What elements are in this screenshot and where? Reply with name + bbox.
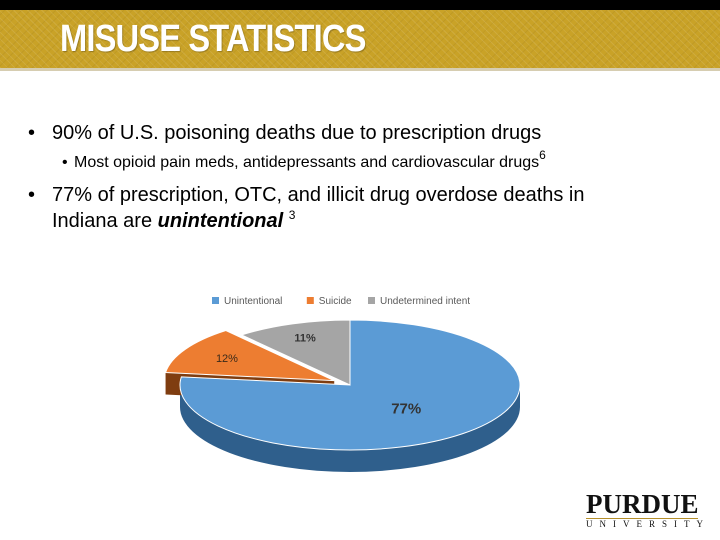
- bullet-list: • 90% of U.S. poisoning deaths due to pr…: [28, 120, 708, 234]
- logo-wordmark: PURDUE: [586, 489, 699, 519]
- top-border: [0, 0, 720, 10]
- slice-side-unintentional: [180, 385, 520, 472]
- bullet-dot: •: [62, 154, 68, 171]
- pie-slice-undetermined-intent: [240, 319, 351, 386]
- pie-labels: 77% 12% 11%: [216, 332, 421, 417]
- pie-slices: [164, 319, 521, 472]
- bullet-text: 90% of U.S. poisoning deaths due to pres…: [52, 122, 542, 144]
- legend-label-undetermined-intent: Undetermined intent: [380, 296, 470, 307]
- pie-slice-unintentional: [179, 319, 521, 451]
- logo-rule: [586, 518, 698, 519]
- bullet-emphasis: unintentional: [157, 210, 284, 232]
- data-label-suicide: 12%: [216, 353, 238, 365]
- banner-shadow: [0, 68, 720, 71]
- citation-marker: 3: [288, 208, 296, 222]
- legend-swatch-undetermined-intent: [368, 297, 375, 304]
- data-label-unintentional: 77%: [391, 400, 421, 417]
- legend-swatch-suicide: [306, 297, 314, 304]
- bullet-text-line2: Indiana are: [52, 210, 158, 232]
- pie-slice-suicide: [164, 330, 335, 382]
- bullet-dot: •: [28, 184, 36, 206]
- purdue-logo: PURDUE UNIVERSITY: [586, 489, 710, 530]
- legend-swatch-unintentional: [212, 297, 219, 304]
- pie-chart: Unintentional Suicide Undetermined intent …: [164, 296, 521, 472]
- chart-legend: Unintentional Suicide Undetermined intent: [212, 296, 470, 307]
- subbullet-drug-types: • Most opioid pain meds, antidepressants…: [28, 149, 708, 174]
- slide-title: MISUSE STATISTICS: [60, 18, 366, 60]
- legend-label-suicide: Suicide: [319, 296, 352, 307]
- citation-marker: 6: [539, 148, 546, 162]
- bullet-poisoning-deaths: • 90% of U.S. poisoning deaths due to pr…: [28, 120, 708, 146]
- legend-label-unintentional: Unintentional: [224, 296, 282, 307]
- title-banner: [0, 10, 720, 68]
- bullet-text: Most opioid pain meds, antidepressants a…: [74, 154, 540, 171]
- data-label-undetermined-intent: 11%: [294, 332, 316, 344]
- bullet-dot: •: [28, 122, 36, 144]
- bullet-indiana-overdoses: • 77% of prescription, OTC, and illicit …: [28, 182, 708, 234]
- bullet-text-line1: 77% of prescription, OTC, and illicit dr…: [52, 184, 585, 206]
- logo-subtitle: UNIVERSITY: [586, 519, 710, 529]
